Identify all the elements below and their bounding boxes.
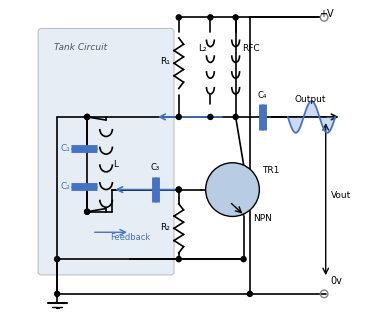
Circle shape xyxy=(54,291,60,296)
Text: NPN: NPN xyxy=(253,214,272,222)
Circle shape xyxy=(176,187,181,192)
Circle shape xyxy=(54,257,60,262)
Circle shape xyxy=(233,114,238,119)
Circle shape xyxy=(85,209,90,214)
Circle shape xyxy=(247,291,252,296)
Text: L₂: L₂ xyxy=(198,45,206,53)
Text: 0v: 0v xyxy=(330,276,342,286)
Text: R₂: R₂ xyxy=(160,223,170,232)
Text: C₁: C₁ xyxy=(60,144,70,153)
FancyBboxPatch shape xyxy=(38,28,174,275)
Text: RFC: RFC xyxy=(242,45,260,53)
Circle shape xyxy=(233,15,238,20)
Text: C₄: C₄ xyxy=(257,91,267,100)
Circle shape xyxy=(85,114,90,119)
Circle shape xyxy=(241,257,246,262)
Circle shape xyxy=(85,209,90,214)
Text: L: L xyxy=(113,160,119,169)
Text: R₁: R₁ xyxy=(160,57,170,66)
Circle shape xyxy=(208,114,213,119)
Text: Tank Circuit: Tank Circuit xyxy=(54,43,107,52)
Circle shape xyxy=(208,15,213,20)
Circle shape xyxy=(85,114,90,119)
Circle shape xyxy=(176,15,181,20)
Text: Feedback: Feedback xyxy=(110,233,150,241)
Circle shape xyxy=(176,114,181,119)
Text: C₃: C₃ xyxy=(151,163,160,172)
Text: Output: Output xyxy=(294,95,326,104)
Circle shape xyxy=(206,163,259,216)
Text: Vout: Vout xyxy=(330,191,351,200)
Text: TR1: TR1 xyxy=(262,166,280,175)
Circle shape xyxy=(176,187,181,192)
Circle shape xyxy=(176,257,181,262)
Text: C₂: C₂ xyxy=(60,182,70,191)
Text: +V: +V xyxy=(319,9,334,19)
